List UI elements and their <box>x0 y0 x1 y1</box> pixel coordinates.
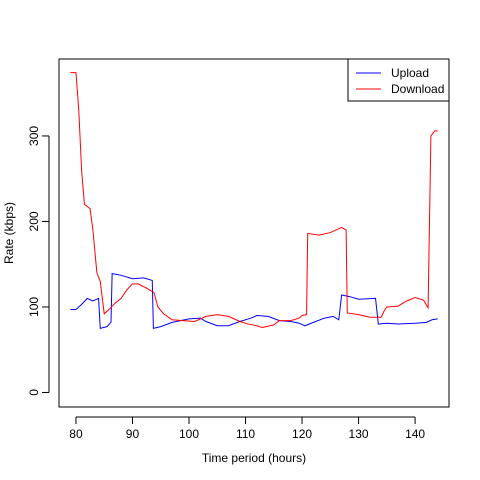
x-tick-label: 90 <box>126 427 140 441</box>
x-tick-label: 120 <box>292 427 312 441</box>
series-layer <box>70 72 438 329</box>
x-tick-label: 110 <box>236 427 255 441</box>
x-tick-label: 80 <box>69 427 83 441</box>
series-line-upload <box>70 273 438 329</box>
legend-label-download: Download <box>391 82 444 96</box>
y-tick-label: 300 <box>27 126 41 146</box>
y-tick-label: 0 <box>27 389 41 396</box>
x-tick-label: 130 <box>349 427 369 441</box>
legend-label-upload: Upload <box>391 66 429 80</box>
x-axis-title: Time period (hours) <box>202 451 306 465</box>
series-line-download <box>70 72 438 328</box>
legend-box <box>347 58 450 102</box>
y-tick-label: 200 <box>27 211 41 231</box>
y-tick-label: 100 <box>27 297 41 317</box>
y-axis: 0 100 200 300 <box>27 126 50 396</box>
plot-frame <box>58 58 450 408</box>
x-tick-label: 100 <box>179 427 199 441</box>
legend: Upload Download <box>347 58 450 102</box>
x-axis: 80 90 100 110 120 130 140 <box>69 416 425 441</box>
x-tick-label: 140 <box>405 427 425 441</box>
y-axis-title: Rate (kbps) <box>2 202 16 264</box>
